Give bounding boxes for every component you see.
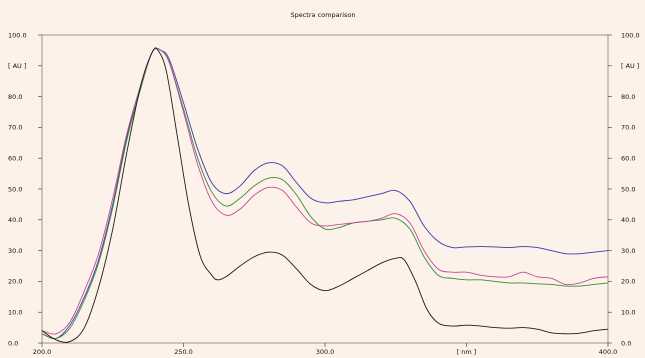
y-left-tick-label: 40.0 <box>8 216 22 224</box>
y-right-tick-label: 70.0 <box>621 124 635 132</box>
series-line-2 <box>41 47 609 339</box>
y-right-tick-label: 80.0 <box>621 93 635 101</box>
y-right-tick-label: 60.0 <box>621 155 635 163</box>
y-left-tick-label: 100.0 <box>8 31 27 39</box>
y-right-tick-label: [ AU ] <box>621 62 639 70</box>
y-left-tick-label: 70.0 <box>8 124 22 132</box>
y-right-tick-label: 10.0 <box>621 309 635 317</box>
plot-area <box>41 34 609 344</box>
x-axis: 200.0 250.0 300.0 [ nm ] 400.0 <box>33 343 618 356</box>
x-tick-label: 200.0 <box>33 348 52 356</box>
y-left-tick-label: 10.0 <box>8 309 22 317</box>
y-right-tick-label: 30.0 <box>621 247 635 255</box>
y-axis-right: 100.0 [ AU ] 80.0 70.0 60.0 50.0 40.0 30.0 20.0 1… <box>608 31 640 347</box>
y-right-tick-label: 40.0 <box>621 216 635 224</box>
x-tick-label: 300.0 <box>316 348 335 356</box>
chart-title: Spectra comparison <box>290 11 355 19</box>
y-left-tick-label: 30.0 <box>8 247 22 255</box>
series-line-1 <box>41 48 609 340</box>
y-right-tick-label: 0.0 <box>621 339 631 347</box>
y-right-tick-label: 100.0 <box>621 31 640 39</box>
x-tick-label: [ nm ] <box>457 348 477 356</box>
y-left-tick-label: 80.0 <box>8 93 22 101</box>
y-axis-left: 100.0 [ AU ] 80.0 70.0 60.0 50.0 40.0 30.0 20.0 1… <box>8 31 42 347</box>
y-left-tick-label: 0.0 <box>8 339 18 347</box>
series-line-3 <box>41 47 609 335</box>
y-right-tick-label: 50.0 <box>621 185 635 193</box>
y-left-tick-label: 50.0 <box>8 185 22 193</box>
series-layer <box>41 47 609 343</box>
y-left-tick-label: 20.0 <box>8 278 22 286</box>
series-line-4 <box>41 47 609 343</box>
x-tick-label: 400.0 <box>599 348 618 356</box>
y-left-tick-label: 60.0 <box>8 155 22 163</box>
y-left-tick-label: [ AU ] <box>8 62 26 70</box>
y-right-tick-label: 20.0 <box>621 278 635 286</box>
x-tick-label: 250.0 <box>174 348 193 356</box>
